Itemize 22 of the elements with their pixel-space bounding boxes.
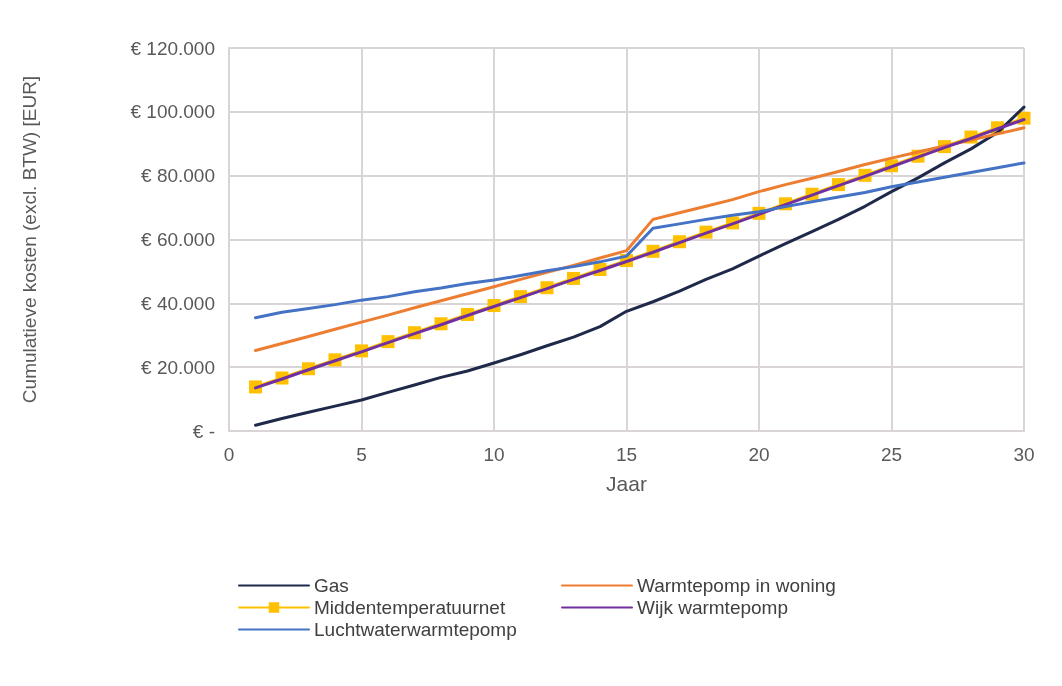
x-tick-label: 30 — [1013, 444, 1035, 465]
y-tick-label: € 100.000 — [130, 101, 215, 123]
x-tick-label: 0 — [223, 444, 235, 465]
y-tick-label: € 60.000 — [141, 229, 215, 250]
y-tick-label: € 40.000 — [141, 292, 215, 314]
x-tick-label: 25 — [880, 444, 903, 465]
x-tick-label: 5 — [356, 444, 367, 465]
y-tick-label: € 20.000 — [141, 356, 215, 378]
x-axis-title: Jaar — [606, 472, 647, 495]
y-tick-label: € 80.000 — [141, 165, 215, 187]
legend-label: Warmtepomp in woning — [637, 575, 836, 596]
y-axis-title: Cumulatieve kosten (excl. BTW) [EUR] — [19, 75, 40, 404]
x-tick-label: 10 — [483, 444, 505, 465]
legend-label: Gas — [314, 575, 349, 596]
x-tick-label: 20 — [748, 444, 770, 465]
y-tick-label: € - — [192, 420, 215, 442]
legend-label: Wijk warmtepomp — [637, 597, 788, 618]
legend-label: Middentemperatuurnet — [314, 597, 506, 618]
legend-label: Luchtwaterwarmtepomp — [314, 619, 517, 640]
line-series — [254, 161, 1026, 320]
x-tick-label: 15 — [615, 444, 638, 465]
y-tick-label: € 120.000 — [130, 37, 215, 59]
